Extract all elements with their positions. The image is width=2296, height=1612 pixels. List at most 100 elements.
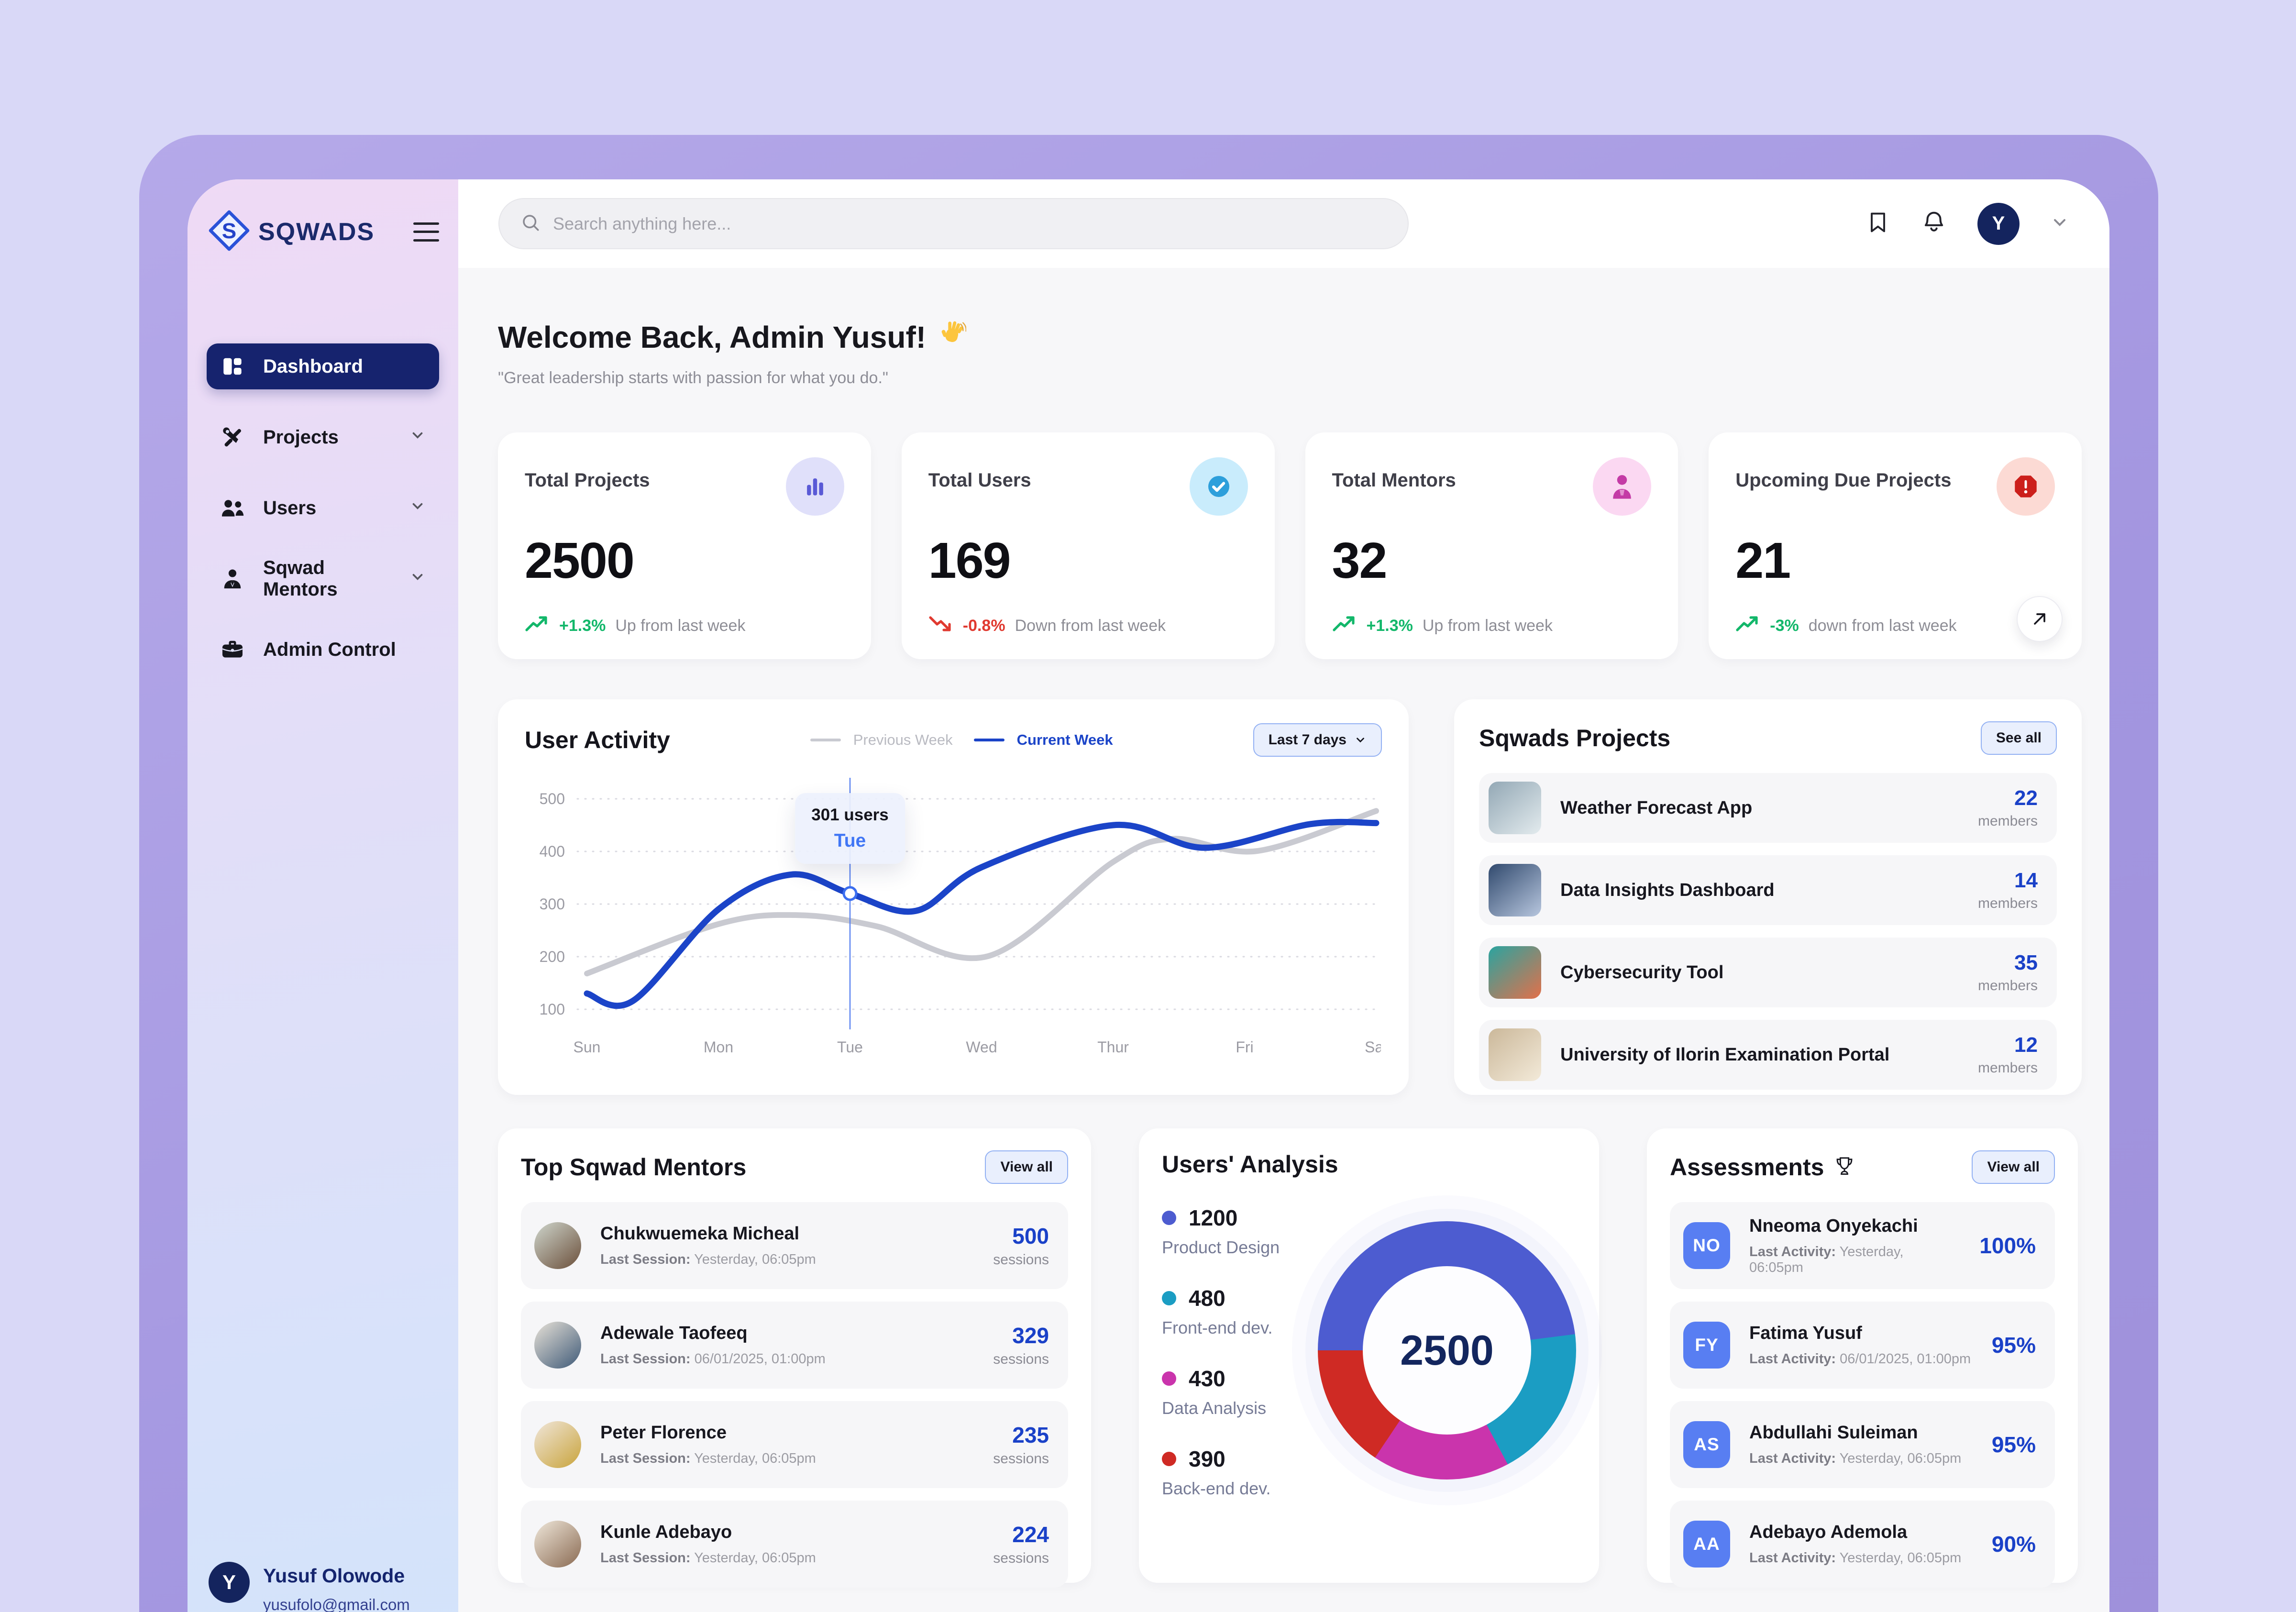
- search-bar[interactable]: [498, 198, 1409, 249]
- view-all-mentors-button[interactable]: View all: [985, 1150, 1068, 1184]
- stat-label: Total Projects: [525, 470, 650, 491]
- sidebar-item-label: Users: [263, 497, 317, 519]
- project-name: Cybersecurity Tool: [1560, 962, 1724, 983]
- bookmark-icon[interactable]: [1866, 210, 1890, 237]
- projects-title: Sqwads Projects: [1479, 725, 1671, 751]
- legend-dot: [1162, 1452, 1176, 1466]
- range-dropdown[interactable]: Last 7 days: [1253, 723, 1382, 757]
- user-activity-chart: 500 400 300 200 100 Sun Mon Tue Wed Thur Fri Sat: [540, 778, 1388, 1056]
- sidebar-item-label: Admin Control: [263, 639, 396, 660]
- mentor-last-session: Last Session: 06/01/2025, 01:00pm: [600, 1351, 826, 1367]
- stat-delta: +1.3%: [559, 617, 606, 635]
- analysis-title: Users' Analysis: [1162, 1151, 1338, 1178]
- main-area: Y Welcome Back, Admin Yusuf! "Great lead…: [458, 179, 2109, 1612]
- mentor-sessions-count: 235: [1012, 1423, 1049, 1447]
- legend-item: 390 Back-end dev.: [1162, 1446, 1271, 1498]
- assessment-score: 95%: [1991, 1432, 2036, 1457]
- notifications-bell-icon[interactable]: [1921, 210, 1947, 238]
- assessment-initials-badge: NO: [1683, 1222, 1730, 1269]
- mentor-avatar: [534, 1222, 581, 1269]
- stat-label: Total Mentors: [1332, 470, 1456, 491]
- tooltip-day: Tue: [834, 830, 866, 851]
- sidebar-item-sqwad-mentors[interactable]: Sqwad Mentors: [207, 556, 439, 602]
- assessment-row[interactable]: AA Adebayo Ademola Last Activity: Yester…: [1670, 1501, 2055, 1588]
- sidebar-item-dashboard[interactable]: Dashboard: [207, 343, 439, 389]
- mentor-last-session: Last Session: Yesterday, 06:05pm: [600, 1252, 816, 1267]
- chevron-down-icon: [409, 427, 426, 448]
- sidebar-item-users[interactable]: Users: [207, 485, 439, 531]
- legend-previous-week-label: Previous Week: [853, 731, 953, 748]
- svg-text:Wed: Wed: [966, 1038, 997, 1056]
- top-bar: Y: [458, 179, 2109, 268]
- mentor-sessions-word: sessions: [993, 1252, 1049, 1268]
- project-name: University of Ilorin Examination Portal: [1560, 1044, 1890, 1065]
- project-members-count: 35: [2014, 951, 2038, 974]
- assessment-initials-badge: AA: [1683, 1521, 1730, 1568]
- legend-item: 1200 Product Design: [1162, 1205, 1280, 1257]
- mentor-sessions-count: 224: [1012, 1522, 1049, 1547]
- see-all-button[interactable]: See all: [1980, 721, 2057, 755]
- sidebar-item-label: Dashboard: [263, 355, 363, 377]
- legend-dot: [1162, 1211, 1176, 1225]
- open-due-projects-button[interactable]: [2017, 596, 2063, 642]
- line-chart-plot: 500 400 300 200 100 Sun Mon Tue Wed Thur Fri Sat 30…: [525, 765, 1388, 1064]
- assessment-row[interactable]: NO Nneoma Onyekachi Last Activity: Yeste…: [1670, 1202, 2055, 1289]
- stat-value: 32: [1332, 532, 1388, 589]
- mentor-row[interactable]: Adewale Taofeeq Last Session: 06/01/2025…: [521, 1302, 1068, 1389]
- svg-text:Sun: Sun: [574, 1038, 601, 1056]
- trophy-icon: [1833, 1155, 1855, 1180]
- mentor-row[interactable]: Peter Florence Last Session: Yesterday, …: [521, 1401, 1068, 1488]
- chart-title: User Activity: [525, 727, 670, 753]
- briefcase-icon: [220, 639, 245, 660]
- project-row[interactable]: University of Ilorin Examination Portal …: [1479, 1020, 2057, 1090]
- mentor-row[interactable]: Chukwuemeka Micheal Last Session: Yester…: [521, 1202, 1068, 1289]
- project-name: Weather Forecast App: [1560, 797, 1753, 818]
- profile-avatar[interactable]: Y: [1977, 202, 2020, 245]
- assessment-row[interactable]: FY Fatima Yusuf Last Activity: 06/01/202…: [1670, 1302, 2055, 1389]
- stat-note: Up from last week: [615, 617, 746, 635]
- legend-current-week-label: Current Week: [1016, 731, 1113, 748]
- legend-current-week-swatch: [973, 739, 1004, 741]
- project-row[interactable]: Cybersecurity Tool 35 members: [1479, 938, 2057, 1007]
- sidebar-item-admin-control[interactable]: Admin Control: [207, 627, 439, 673]
- mentor-row[interactable]: Kunle Adebayo Last Session: Yesterday, 0…: [521, 1501, 1068, 1588]
- assessment-row[interactable]: AS Abdullahi Suleiman Last Activity: Yes…: [1670, 1401, 2055, 1488]
- stat-label: Total Users: [928, 470, 1031, 491]
- mentor-name: Chukwuemeka Micheal: [600, 1224, 800, 1244]
- search-input[interactable]: [553, 213, 1387, 234]
- legend-previous-week-swatch: [810, 739, 841, 741]
- mentor-avatar: [534, 1421, 581, 1468]
- project-row[interactable]: Data Insights Dashboard 14 members: [1479, 855, 2057, 925]
- mentor-last-session: Last Session: Yesterday, 06:05pm: [600, 1451, 816, 1466]
- svg-text:400: 400: [540, 843, 565, 860]
- project-thumbnail: [1489, 782, 1541, 834]
- profile-chevron-down-icon[interactable]: [2050, 213, 2069, 234]
- mentor-sessions-word: sessions: [993, 1451, 1049, 1467]
- legend-dot: [1162, 1291, 1176, 1305]
- project-members-word: members: [1977, 978, 2038, 994]
- trend-up-icon: [1735, 615, 1760, 637]
- sidebar-item-projects[interactable]: Projects: [207, 414, 439, 460]
- sidebar-user-card[interactable]: Y Yusuf Olowode yusufolo@gmail.com: [209, 1562, 447, 1612]
- project-thumbnail: [1489, 864, 1541, 916]
- page-title: Welcome Back, Admin Yusuf!: [498, 319, 2082, 355]
- project-row[interactable]: Weather Forecast App 22 members: [1479, 773, 2057, 843]
- svg-text:Tue: Tue: [837, 1038, 863, 1056]
- assessment-initials-badge: FY: [1683, 1322, 1730, 1369]
- mentor-icon: [220, 568, 245, 590]
- project-members-word: members: [1977, 895, 2038, 911]
- assessments-title: Assessments: [1670, 1154, 1824, 1181]
- assessments-card: Assessments View all NO Nneoma Onyekachi…: [1647, 1128, 2078, 1588]
- trend-up-icon: [1332, 615, 1357, 637]
- view-all-assessments-button[interactable]: View all: [1972, 1150, 2055, 1184]
- assessment-score: 95%: [1991, 1333, 2036, 1358]
- stat-label: Upcoming Due Projects: [1735, 470, 1952, 491]
- stat-value: 2500: [525, 532, 635, 589]
- check-circle-icon: [1189, 457, 1248, 516]
- sidebar: S SQWADS Dashboard Projects: [188, 179, 458, 1612]
- menu-hamburger-icon[interactable]: [413, 222, 439, 242]
- stat-card-total-projects: Total Projects 2500 +1.3% Up from last w…: [498, 432, 871, 659]
- stat-note: Down from last week: [1015, 617, 1166, 635]
- analysis-legend: 1200 Product Design 480 Front-end dev. 4…: [1162, 1205, 1318, 1499]
- mentor-last-session: Last Session: Yesterday, 06:05pm: [600, 1550, 816, 1566]
